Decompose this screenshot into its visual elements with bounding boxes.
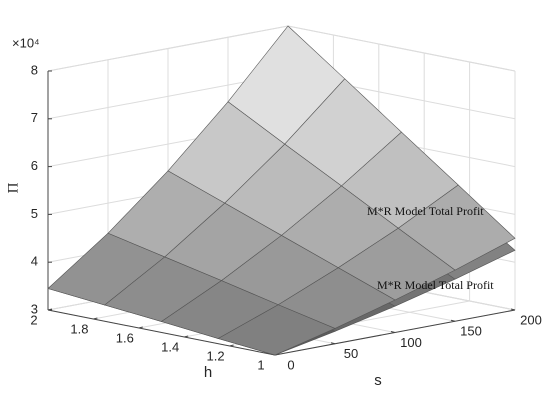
y-axis [47,309,276,356]
x-tick-label: 0 [287,357,294,372]
x-tick [390,331,396,333]
z-tick-label: 5 [31,206,38,221]
x-tick [450,319,456,322]
y-tick-label: 2 [30,312,37,327]
x-tick [510,308,516,311]
surface [47,25,516,356]
z-tick-label: 8 [31,62,38,77]
x-tick-label: 150 [460,324,482,339]
y-tick-label: 1 [257,357,264,372]
y-tick-label: 1.8 [70,321,88,336]
y-tick [184,335,189,338]
y-tick [138,326,143,329]
x-axis-label: s [374,372,382,389]
y-axis-label: h [204,364,212,381]
z-multiplier: ×10⁴ [12,35,40,50]
x-tick [330,342,336,345]
y-tick [47,308,53,311]
surface-cell [217,304,336,356]
x-tick-label: 100 [400,335,422,350]
z-tick-label: 6 [31,158,38,173]
grid-line [287,25,516,72]
y-tick-label: 1.6 [116,330,134,345]
y-tick-label: 1.2 [207,348,225,363]
series-label: M*R Model Total Profit [377,278,494,292]
y-tick-label: 1.4 [161,339,179,354]
x-tick-label: 200 [520,312,542,327]
y-tick [229,344,234,347]
series-label: M*R Model Total Profit [367,204,484,218]
z-axis-label: Π [5,182,21,193]
z-tick-label: 3 [31,301,38,316]
x-tick-label: 50 [344,346,358,361]
z-tick-label: 4 [31,254,38,269]
y-tick [93,317,98,320]
z-tick-label: 7 [31,110,38,125]
